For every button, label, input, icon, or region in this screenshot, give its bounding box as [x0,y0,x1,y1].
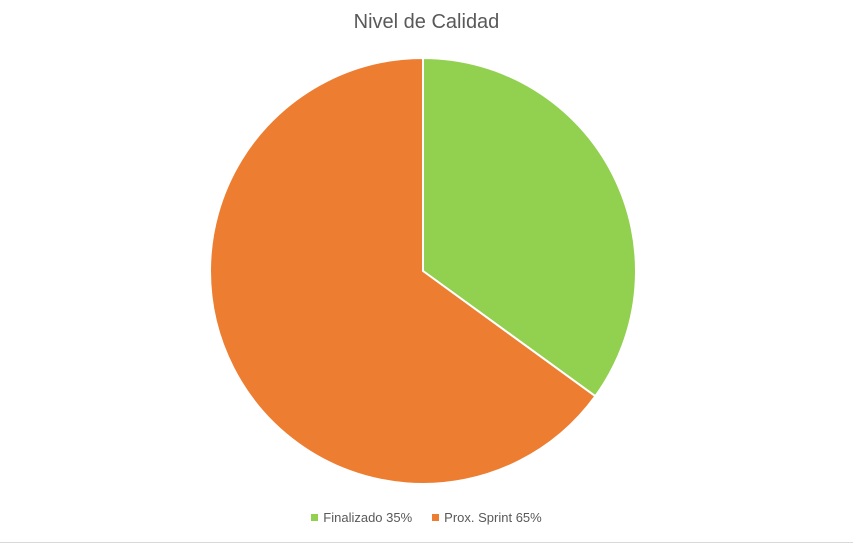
sheet-gridline [0,542,853,543]
legend-label-prox-sprint: Prox. Sprint 65% [444,510,542,525]
legend-item-finalizado: Finalizado 35% [311,510,412,525]
legend-swatch-finalizado [311,514,319,521]
pie-slice-prox-sprint [209,56,597,485]
pie-slice-finalizado [422,56,637,398]
legend: Finalizado 35% Prox. Sprint 65% [0,510,853,525]
chart-title: Nivel de Calidad [353,11,500,33]
legend-swatch-prox-sprint [432,514,440,521]
legend-label-finalizado: Finalizado 35% [323,510,413,525]
legend-item-prox-sprint: Prox. Sprint 65% [432,510,542,525]
